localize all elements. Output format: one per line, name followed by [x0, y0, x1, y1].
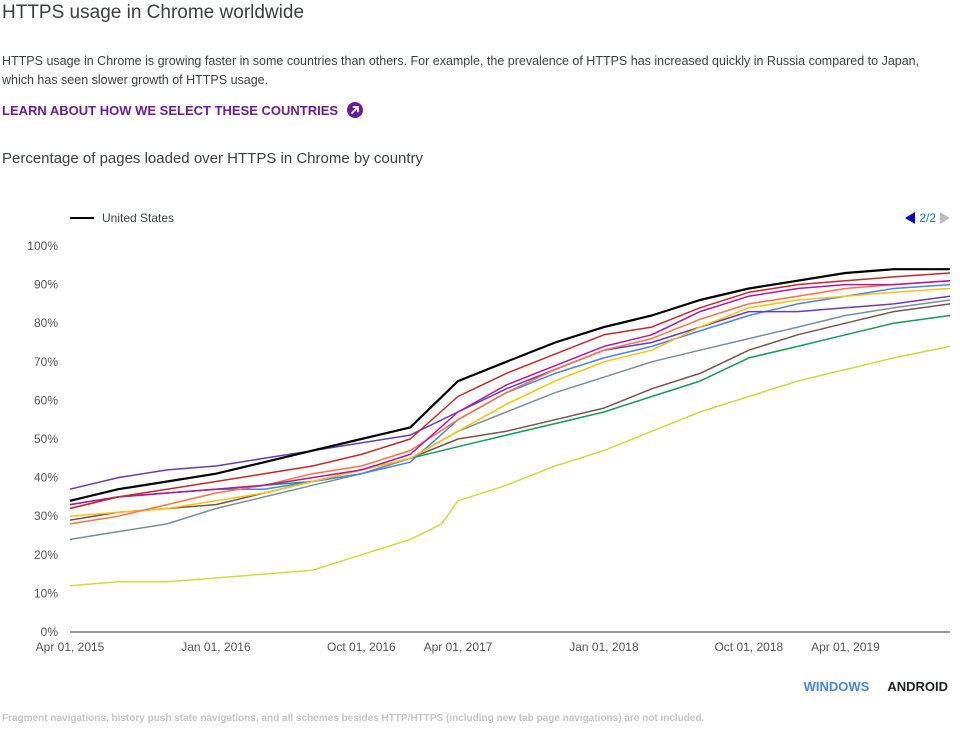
chart-title: Percentage of pages loaded over HTTPS in…	[2, 150, 424, 167]
x-tick-label: Jan 01, 2016	[181, 640, 251, 654]
series-line-10	[69, 272, 951, 510]
legend-label-united-states: United States	[102, 211, 175, 225]
tab-android[interactable]: ANDROID	[887, 679, 948, 694]
series-line-3	[69, 303, 951, 521]
series-line-2	[69, 314, 951, 510]
platform-tabs: WINDOWS ANDROID	[804, 679, 948, 694]
series-line-8	[69, 279, 951, 525]
legend-swatch	[70, 217, 94, 219]
y-tick-label: 30%	[34, 509, 58, 523]
y-tick-label: 40%	[34, 471, 58, 485]
y-tick-label: 20%	[34, 548, 58, 562]
intro-text: HTTPS usage in Chrome is growing faster …	[2, 54, 920, 87]
series-line-6	[69, 295, 951, 490]
triangle-left-icon[interactable]	[905, 212, 916, 224]
series-line-united-states	[69, 268, 950, 502]
y-tick-label: 80%	[34, 316, 58, 330]
legend-pager: 2/2	[905, 211, 950, 225]
x-tick-label: Oct 01, 2018	[714, 640, 783, 654]
triangle-right-icon	[940, 212, 950, 224]
y-tick-label: 100%	[27, 239, 58, 253]
pager-label: 2/2	[919, 211, 936, 225]
line-chart: 0% 10% 20% 30% 40% 50% 60% 70% 80% 90% 100% Apr 01,…	[27, 239, 951, 654]
series-line-7	[69, 287, 951, 517]
series-line-4	[69, 299, 951, 541]
y-tick-label: 70%	[34, 355, 58, 369]
y-tick-label: 90%	[34, 278, 58, 292]
arrow-outward-icon	[347, 102, 364, 118]
learn-more-link[interactable]: LEARN ABOUT HOW WE SELECT THESE COUNTRIE…	[2, 102, 364, 118]
x-tick-label: Apr 01, 2017	[424, 640, 493, 654]
y-tick-label: 60%	[34, 393, 58, 407]
series-line-1	[69, 345, 951, 587]
x-tick-label: Apr 01, 2015	[36, 640, 105, 654]
x-tick-label: Apr 01, 2019	[811, 640, 880, 654]
page-title: HTTPS usage in Chrome worldwide	[2, 2, 305, 23]
tab-windows[interactable]: WINDOWS	[803, 679, 870, 694]
series-line-9	[69, 279, 951, 506]
y-tick-label: 0%	[41, 625, 59, 639]
footnote: Fragment navigations, history push state…	[2, 713, 705, 724]
y-tick-label: 10%	[34, 586, 58, 600]
y-tick-label: 50%	[34, 432, 58, 446]
learn-more-label: LEARN ABOUT HOW WE SELECT THESE COUNTRIE…	[2, 102, 339, 118]
series-line-5	[69, 283, 951, 506]
x-tick-label: Oct 01, 2016	[327, 640, 396, 654]
x-tick-label: Jan 01, 2018	[569, 640, 639, 654]
chart-legend: United States	[70, 211, 174, 225]
